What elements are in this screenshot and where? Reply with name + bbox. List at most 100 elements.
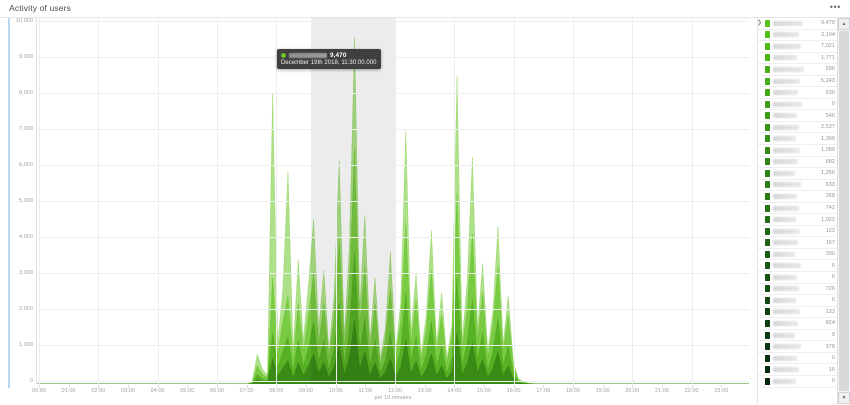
- legend-item[interactable]: 2,537: [758, 122, 838, 134]
- legend-color-swatch: [765, 366, 770, 374]
- legend-item[interactable]: 633: [758, 180, 838, 192]
- legend-scrollbar[interactable]: ▲ ▼: [837, 18, 850, 404]
- x-axis-tick: 06:00: [210, 388, 224, 394]
- legend-item[interactable]: 6: [758, 295, 838, 307]
- legend-color-swatch: [765, 54, 770, 62]
- scroll-up-button[interactable]: ▲: [838, 18, 850, 30]
- x-axis-tick: 09:00: [299, 388, 313, 394]
- legend-color-swatch: [765, 181, 770, 189]
- legend-color-swatch: [765, 123, 770, 131]
- x-tickmark: [484, 385, 485, 388]
- gridline-horizontal: [37, 93, 749, 94]
- legend-color-swatch: [765, 239, 770, 247]
- legend-item[interactable]: 1,771: [758, 53, 838, 65]
- legend-color-swatch: [765, 227, 770, 235]
- panel-menu-button[interactable]: •••: [829, 2, 841, 12]
- legend-item[interactable]: 5,243: [758, 76, 838, 88]
- y-axis-tick: 3,000: [19, 270, 33, 276]
- gridline-vertical: [395, 18, 396, 384]
- legend-item[interactable]: 0: [758, 353, 838, 365]
- legend-item[interactable]: 0: [758, 376, 838, 388]
- legend-item-value: 824: [825, 320, 835, 327]
- legend-item[interactable]: 3,104: [758, 30, 838, 42]
- legend-item-label: [773, 90, 798, 96]
- chart-container: 10,000 9,000 8,000 7,000 6,000 5,000 4,000 3,00…: [0, 18, 756, 404]
- legend-item[interactable]: 596: [758, 64, 838, 76]
- tooltip-series-label: [289, 52, 327, 58]
- y-axis-line: [36, 18, 37, 384]
- plot-area[interactable]: [37, 18, 749, 384]
- legend-item-label: [773, 332, 795, 338]
- x-axis-tick: 12:00: [388, 388, 402, 394]
- scrollbar-thumb[interactable]: [839, 31, 849, 391]
- x-axis-tick: 11:00: [358, 388, 373, 394]
- legend-item[interactable]: 0: [758, 99, 838, 111]
- x-tickmark: [128, 385, 129, 388]
- legend-item-value: 133: [825, 308, 835, 315]
- gridline-vertical: [98, 18, 99, 384]
- legend-item-label: [773, 147, 800, 153]
- legend-item-value: 167: [825, 239, 835, 246]
- legend-item[interactable]: 1,256: [758, 168, 838, 180]
- chevron-right-icon[interactable]: ❯: [757, 20, 763, 26]
- legend-item[interactable]: 390: [758, 249, 838, 261]
- legend-item-value: 122: [825, 228, 835, 235]
- legend-item-value: 3,104: [821, 31, 835, 38]
- page-title: Activity of users: [9, 3, 72, 13]
- legend-item[interactable]: 7,021: [758, 41, 838, 53]
- x-axis-tick: 14:00: [447, 388, 462, 394]
- x-tickmark: [573, 385, 574, 388]
- legend-item-label: [773, 20, 803, 26]
- gridline-vertical: [217, 18, 218, 384]
- x-axis-tick: 01:00: [61, 388, 76, 394]
- x-tickmark: [336, 385, 337, 388]
- legend-item-label: [773, 205, 799, 211]
- legend-item[interactable]: ❯ 9,470: [758, 18, 838, 30]
- scroll-down-button[interactable]: ▼: [838, 392, 850, 404]
- legend-item-value: 6: [831, 297, 835, 304]
- legend-item[interactable]: 122: [758, 226, 838, 238]
- legend-item[interactable]: 16: [758, 364, 838, 376]
- x-tickmark: [514, 385, 515, 388]
- legend-color-swatch: [765, 42, 770, 50]
- y-axis-tick: 7,000: [19, 126, 33, 132]
- legend-item[interactable]: 1,099: [758, 145, 838, 157]
- legend-item[interactable]: 682: [758, 157, 838, 169]
- legend-item-label: [773, 32, 799, 38]
- legend-item[interactable]: 167: [758, 237, 838, 249]
- legend-item-label: [773, 297, 796, 303]
- legend-item-label: [773, 309, 800, 315]
- tooltip-timestamp: December 19th 2018, 11:30:00.000: [281, 60, 377, 66]
- legend-item[interactable]: 1,022: [758, 214, 838, 226]
- legend-item-value: 16: [828, 366, 835, 373]
- legend-item[interactable]: 268: [758, 191, 838, 203]
- x-axis-tick: 21:00: [655, 388, 669, 394]
- legend-item[interactable]: 546: [758, 110, 838, 122]
- y-axis-tick: 0: [29, 378, 33, 384]
- x-axis-tick: 07:00: [239, 388, 254, 394]
- legend-color-swatch: [765, 343, 770, 351]
- legend-item-value: 6: [831, 262, 835, 269]
- gridline-horizontal: [37, 237, 749, 238]
- legend-item[interactable]: 378: [758, 341, 838, 353]
- legend-item[interactable]: 6: [758, 272, 838, 284]
- legend-item-value: 9: [831, 332, 835, 339]
- x-tickmark: [454, 385, 455, 388]
- legend-item-label: [773, 55, 797, 61]
- gridline-vertical: [514, 18, 515, 384]
- legend-item[interactable]: 133: [758, 307, 838, 319]
- legend-item[interactable]: 9: [758, 330, 838, 342]
- chart-tooltip: 9,470 December 19th 2018, 11:30:00.000: [277, 49, 381, 69]
- x-tickmark: [632, 385, 633, 388]
- legend-item[interactable]: 1,399: [758, 133, 838, 146]
- legend-item[interactable]: 726: [758, 284, 838, 296]
- legend-item[interactable]: 824: [758, 318, 838, 330]
- gridline-horizontal: [37, 309, 749, 310]
- legend-item[interactable]: 6: [758, 260, 838, 273]
- legend-color-swatch: [765, 319, 770, 327]
- legend-item[interactable]: 630: [758, 87, 838, 99]
- legend-item-value: 7,021: [821, 43, 835, 50]
- legend-item[interactable]: 742: [758, 203, 838, 215]
- x-tickmark: [247, 385, 248, 388]
